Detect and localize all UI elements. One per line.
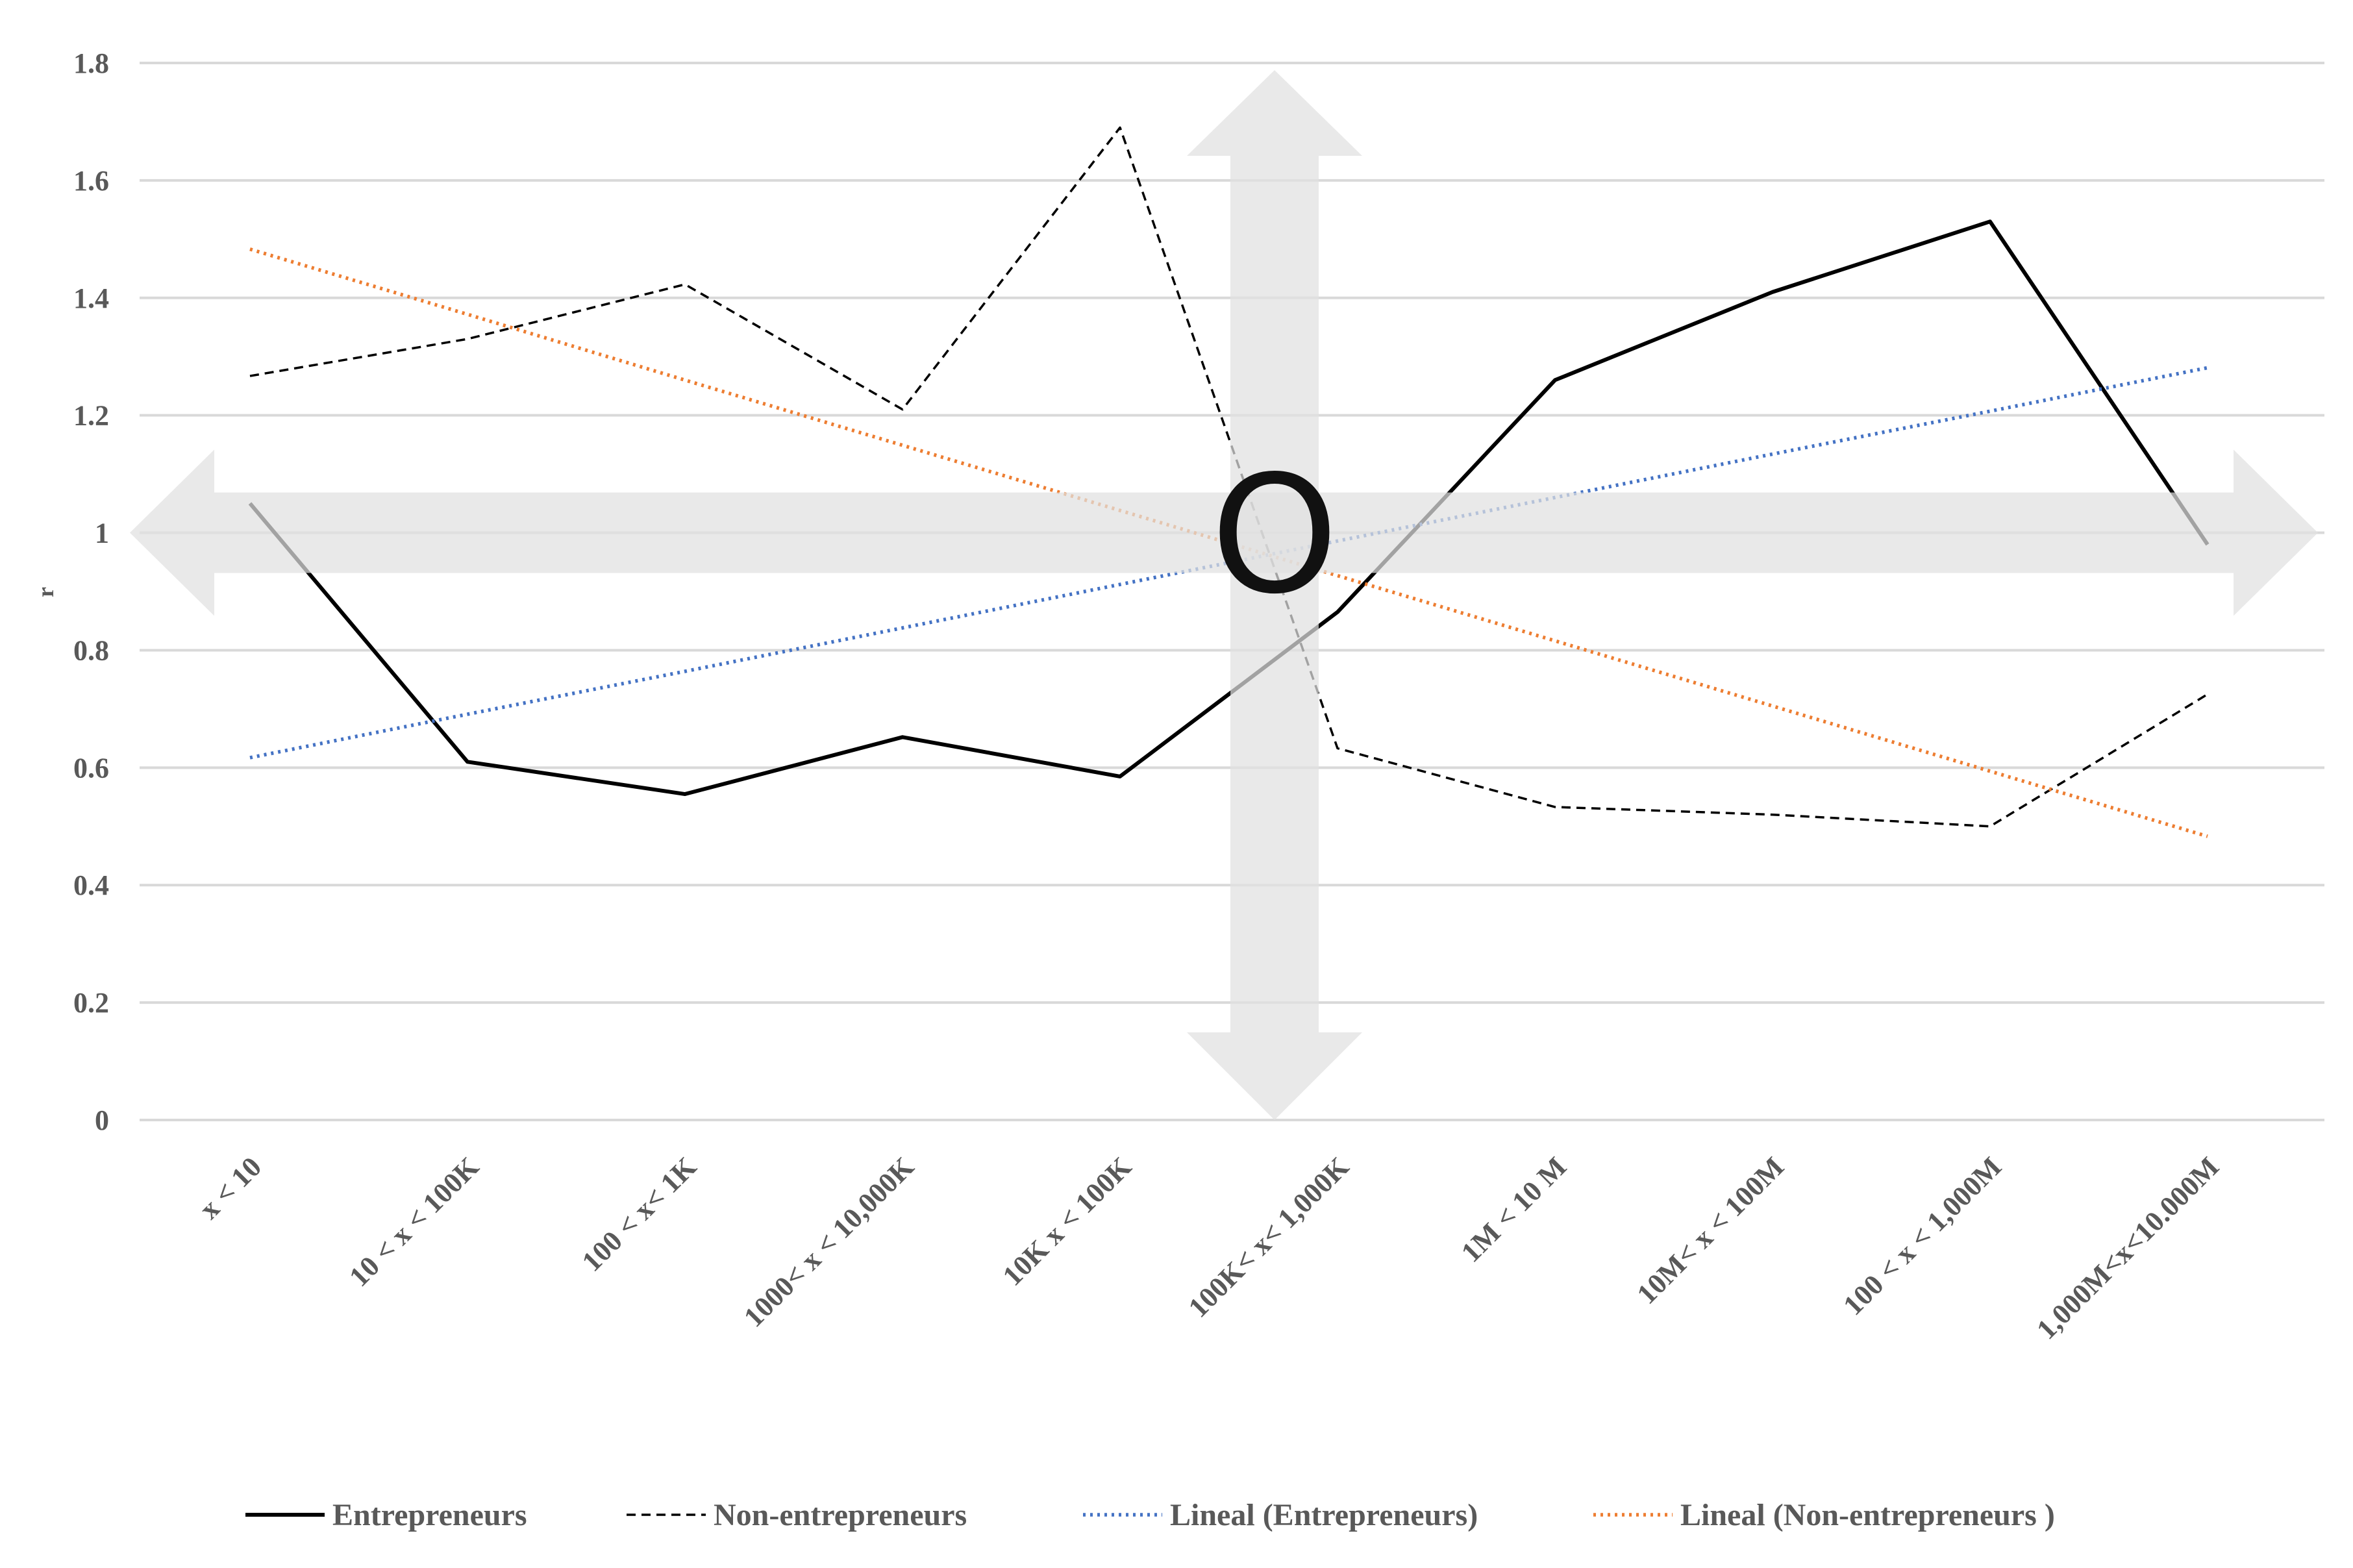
y-tick-label: 0.2 [73,987,109,1019]
y-tick-label: 1.8 [73,47,109,79]
y-tick-label: 1 [95,517,109,549]
x-tick-label: 1000< x < 10,000K [738,1151,920,1333]
y-axis-label: r [32,587,58,597]
x-tick-label: 1,000M<x<10.000M [2030,1151,2225,1345]
legend: Entrepreneurs Non-entrepreneurs Lineal (En… [245,1498,2055,1532]
series-line [249,126,2208,828]
x-tick-label: x < 10 [193,1151,268,1225]
legend-label: Entrepreneurs [332,1498,527,1532]
y-axis-ticks: 0 0.2 0.4 0.6 0.8 1 1.2 1.4 1.6 1.8 [73,47,109,1136]
x-tick-label: 100 < x < 1,000M [1837,1151,2008,1321]
vertical-double-arrow-icon [1187,70,1362,1120]
cross-arrows-overlay [130,70,2318,1120]
y-tick-label: 1.2 [73,400,109,432]
x-tick-label: 10M< x < 100M [1631,1151,1791,1310]
series-line [248,219,2210,797]
y-tick-label: 1.4 [73,282,109,314]
x-tick-label: 100 < x< 1K [576,1151,703,1277]
x-axis-ticks: x < 10 10 < x < 100K 100 < x< 1K 1000< x < … [193,1151,2225,1345]
x-tick-label: 10 < x < 100K [343,1151,485,1293]
legend-label: Non-entrepreneurs [714,1498,967,1532]
legend-label: Lineal (Entrepreneurs) [1170,1498,1478,1532]
y-tick-label: 0.4 [73,869,109,901]
y-tick-label: 0.6 [73,752,109,784]
y-tick-label: 1.6 [73,165,109,197]
x-tick-label: 100K< x< 1,000K [1182,1151,1355,1323]
y-tick-label: 0.8 [73,634,109,666]
center-o-label: O [1211,441,1339,630]
horizontal-double-arrow-icon [130,449,2318,616]
legend-label: Lineal (Non-entrepreneurs ) [1680,1498,2055,1532]
x-tick-label: 1M < 10 M [1455,1151,1573,1268]
x-tick-label: 10K x < 100K [997,1151,1138,1291]
y-tick-label: 0 [95,1104,109,1136]
